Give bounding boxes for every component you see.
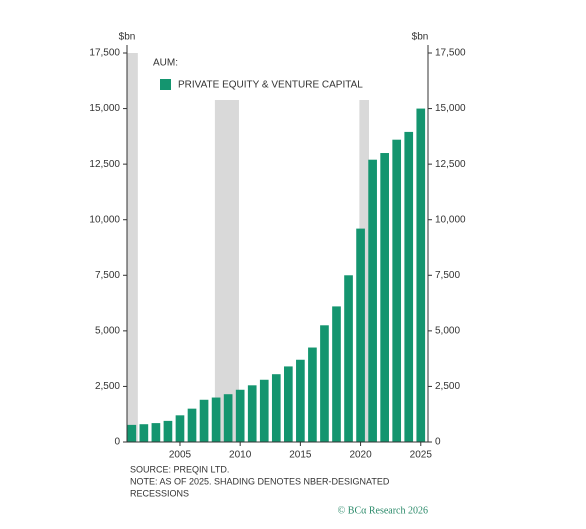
y-tick-label: 17,500 [89, 48, 120, 59]
bar [247, 385, 257, 442]
bar [211, 397, 221, 442]
bar [332, 306, 341, 442]
bar [235, 389, 245, 442]
y-tick-label: 2,500 [95, 381, 120, 392]
bar [404, 131, 414, 442]
bar [320, 325, 329, 442]
bar [308, 347, 317, 442]
y2-tick-label: 5,000 [435, 325, 460, 336]
right-unit: $bn [412, 32, 429, 43]
recession-shading [214, 53, 239, 442]
bar [175, 415, 185, 442]
legend-box [148, 50, 380, 100]
x-tick-label: 2015 [289, 450, 312, 461]
bar [284, 366, 293, 442]
bar [259, 379, 269, 442]
y2-tick-label: 17,500 [435, 48, 466, 59]
bar [296, 359, 305, 442]
bar [163, 420, 173, 442]
y-tick-label: 15,000 [89, 103, 120, 114]
y-tick-label: 7,500 [95, 270, 120, 281]
y2-tick-label: 12,500 [435, 159, 466, 170]
bar [344, 275, 353, 442]
y2-tick-label: 7,500 [435, 270, 460, 281]
bar [199, 399, 209, 442]
x-tick-label: 2010 [229, 450, 252, 461]
y2-tick-label: 10,000 [435, 214, 466, 225]
legend-label: PRIVATE EQUITY & VENTURE CAPITAL [178, 80, 363, 91]
y-tick-label: 10,000 [89, 214, 120, 225]
credit: © BCα Research 2026 [338, 505, 428, 516]
bar [392, 139, 402, 443]
note: NOTE: AS OF 2025. SHADING DENOTES NBER-D… [130, 476, 390, 486]
bar [223, 394, 233, 442]
bar [356, 228, 365, 442]
y2-tick-label: 2,500 [435, 381, 460, 392]
bar [139, 424, 149, 442]
bar [271, 374, 281, 442]
recession-shading [127, 53, 138, 442]
y-tick-label: 5,000 [95, 325, 120, 336]
bar [127, 424, 137, 442]
left-unit: $bn [119, 32, 136, 43]
x-tick-label: 2020 [349, 450, 372, 461]
bar [380, 153, 389, 442]
y2-tick-label: 0 [435, 437, 441, 448]
bar [187, 408, 197, 442]
note: SOURCE: PREQIN LTD. [130, 464, 229, 474]
legend-title: AUM: [153, 58, 178, 69]
legend-swatch [160, 79, 171, 90]
bar [151, 423, 161, 442]
x-tick-label: 2025 [410, 450, 433, 461]
bar [416, 108, 426, 443]
bar [368, 159, 377, 442]
y2-tick-label: 15,000 [435, 103, 466, 114]
x-tick-label: 2005 [169, 450, 192, 461]
note: RECESSIONS [130, 488, 189, 498]
y-tick-label: 12,500 [89, 159, 120, 170]
y-tick-label: 0 [114, 437, 120, 448]
